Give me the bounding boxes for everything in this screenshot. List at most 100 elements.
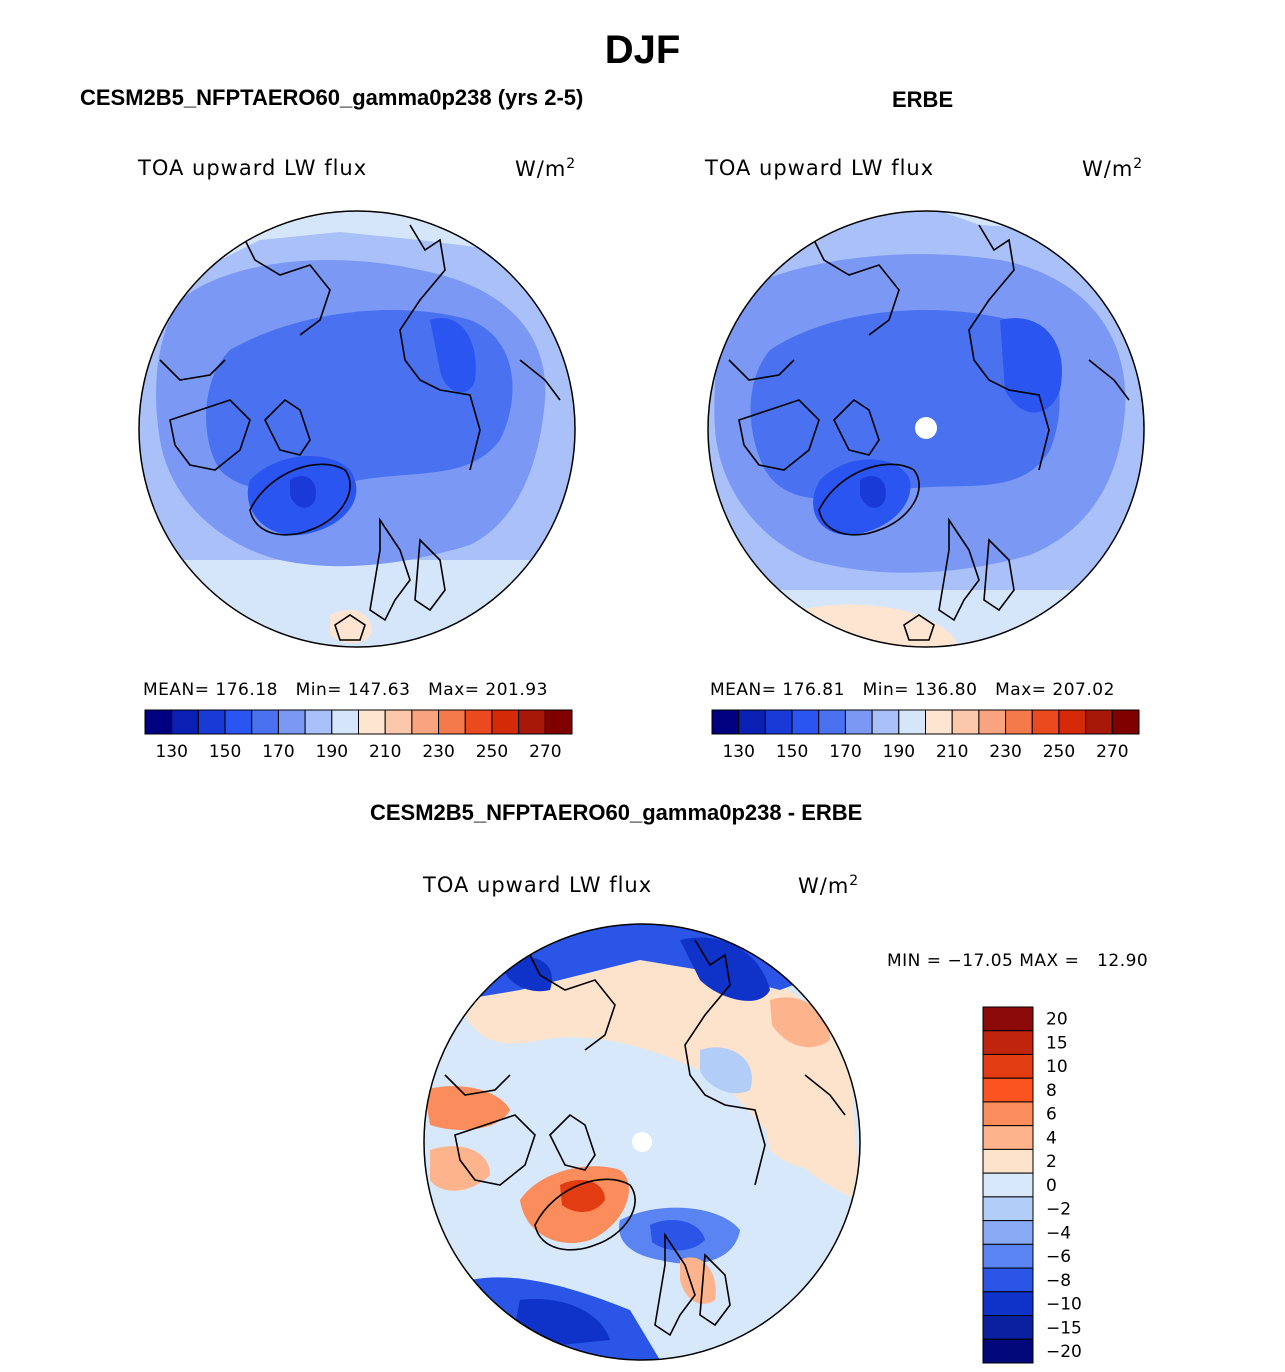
diff-colorbar-bin	[982, 1077, 1034, 1103]
diff-colorbar-bin	[982, 1243, 1034, 1269]
main-title: DJF	[604, 28, 681, 72]
right-colorbar-bin	[764, 709, 793, 735]
left-stats: MEAN= 176.18 Min= 147.63 Max= 201.93	[143, 680, 548, 700]
left-colorbar-bin	[464, 709, 493, 735]
diff-colorbar-tick-label: 15	[1046, 1033, 1068, 1053]
right-variable-label: TOA upward LW flux	[705, 156, 935, 180]
right-colorbar-bin	[738, 709, 766, 735]
right-stats: MEAN= 176.81 Min= 136.80 Max= 207.02	[710, 680, 1115, 700]
left-colorbar-tick-label: 190	[316, 742, 348, 762]
left-colorbar-bin	[251, 709, 279, 735]
left-colorbar-tick-label: 270	[529, 742, 561, 762]
right-colorbar-bin	[1031, 709, 1060, 735]
right-colorbar-bin	[791, 709, 820, 735]
left-colorbar-tick-label: 150	[209, 742, 241, 762]
diff-colorbar-tick-label: −20	[1046, 1342, 1082, 1362]
diff-colorbar-tick-label: −10	[1046, 1295, 1082, 1315]
diff-pole-hole	[632, 1132, 652, 1152]
right-panel-title: ERBE	[892, 87, 954, 112]
left-colorbar-bin	[224, 709, 253, 735]
right-colorbar: 130 150 170 190 210 230 250 270	[711, 709, 1140, 762]
right-colorbar-bin	[925, 709, 953, 735]
left-coastlines	[159, 224, 561, 641]
left-map-field	[139, 211, 575, 647]
diff-colorbar-bin	[982, 1101, 1034, 1127]
diff-colorbar-bin	[982, 1220, 1034, 1245]
diff-colorbar-tick-label: 2	[1046, 1152, 1057, 1172]
diff-colorbar-bin	[982, 1196, 1034, 1222]
right-colorbar-tick-label: 210	[936, 742, 968, 762]
diff-map-border	[423, 923, 861, 1361]
left-colorbar-bin	[544, 709, 573, 735]
diff-colorbar-bin	[982, 1267, 1034, 1293]
diff-panel-title: CESM2B5_NFPTAERO60_gamma0p238 - ERBE	[370, 800, 863, 825]
right-colorbar-tick-label: 250	[1043, 742, 1075, 762]
left-colorbar-bin	[171, 709, 199, 735]
diff-colorbar-bin	[982, 1291, 1034, 1317]
right-colorbar-bin	[1085, 709, 1113, 735]
right-colorbar-bin	[1111, 709, 1140, 735]
diff-colorbar-tick-label: −8	[1046, 1271, 1071, 1291]
right-colorbar-bin	[978, 709, 1007, 735]
diff-colorbar-bin	[982, 1053, 1034, 1079]
right-colorbar-bin	[871, 709, 900, 735]
diff-coastlines	[444, 939, 846, 1337]
right-map-border	[707, 210, 1145, 648]
left-map-border	[138, 210, 576, 648]
right-colorbar-bin	[844, 709, 873, 735]
diff-colorbar-bin	[982, 1125, 1034, 1150]
right-pole-hole	[915, 417, 937, 439]
right-colorbar-bin	[711, 709, 740, 735]
left-colorbar-tick-label: 230	[422, 742, 454, 762]
right-colorbar-tick-label: 170	[829, 742, 861, 762]
right-colorbar-bin	[818, 709, 846, 735]
right-colorbar-bin	[951, 709, 980, 735]
diff-colorbar-tick-label: 10	[1046, 1057, 1068, 1077]
diff-colorbar-tick-label: −2	[1046, 1200, 1071, 1220]
right-colorbar-bin	[1005, 709, 1033, 735]
left-colorbar-bin	[438, 709, 466, 735]
diff-colorbar-tick-label: −6	[1046, 1247, 1071, 1267]
diff-units-label: W/m2	[798, 873, 860, 898]
left-colorbar-tick-label: 130	[155, 742, 187, 762]
diff-colorbar-bin	[982, 1338, 1034, 1364]
diff-colorbar-bin	[982, 1315, 1034, 1340]
diff-colorbar-tick-label: 6	[1046, 1105, 1057, 1125]
right-colorbar-tick-label: 150	[776, 742, 808, 762]
left-colorbar-bin	[331, 709, 359, 735]
right-colorbar-tick-label: 230	[989, 742, 1021, 762]
left-colorbar-bin	[518, 709, 546, 735]
left-colorbar-bin	[144, 709, 173, 735]
diff-colorbar-bin	[982, 1148, 1034, 1174]
left-variable-label: TOA upward LW flux	[138, 156, 368, 180]
diff-colorbar-tick-label: −4	[1046, 1223, 1071, 1243]
left-colorbar-tick-label: 250	[476, 742, 508, 762]
left-panel-title: CESM2B5_NFPTAERO60_gamma0p238 (yrs 2-5)	[80, 85, 584, 110]
diff-variable-label: TOA upward LW flux	[423, 873, 653, 897]
right-colorbar-bin	[898, 709, 926, 735]
right-colorbar-bin	[1058, 709, 1087, 735]
left-colorbar-tick-label: 170	[262, 742, 294, 762]
left-colorbar-bin	[197, 709, 226, 735]
diff-colorbar-bin	[982, 1172, 1034, 1198]
left-colorbar-bin	[358, 709, 386, 735]
diff-colorbar-tick-label: 20	[1046, 1010, 1068, 1030]
diff-stats: MIN = −17.05 MAX = 12.90	[887, 951, 1149, 971]
left-colorbar: 130 150 170 190 210 230 250 270	[144, 709, 573, 762]
left-colorbar-bin	[277, 709, 306, 735]
diff-colorbar-tick-label: 4	[1046, 1128, 1057, 1148]
diff-colorbar-tick-label: 8	[1046, 1081, 1057, 1101]
right-colorbar-tick-label: 190	[883, 742, 915, 762]
diff-colorbar-tick-label: 0	[1046, 1176, 1057, 1196]
left-colorbar-bin	[411, 709, 440, 735]
diff-colorbar-bin	[982, 1006, 1034, 1032]
left-colorbar-bin	[491, 709, 520, 735]
left-colorbar-bin	[384, 709, 413, 735]
right-colorbar-tick-label: 270	[1096, 742, 1128, 762]
right-colorbar-tick-label: 130	[722, 742, 754, 762]
diff-colorbar-tick-label: −15	[1046, 1318, 1082, 1338]
left-colorbar-bin	[304, 709, 333, 735]
left-units-label: W/m2	[515, 156, 577, 181]
